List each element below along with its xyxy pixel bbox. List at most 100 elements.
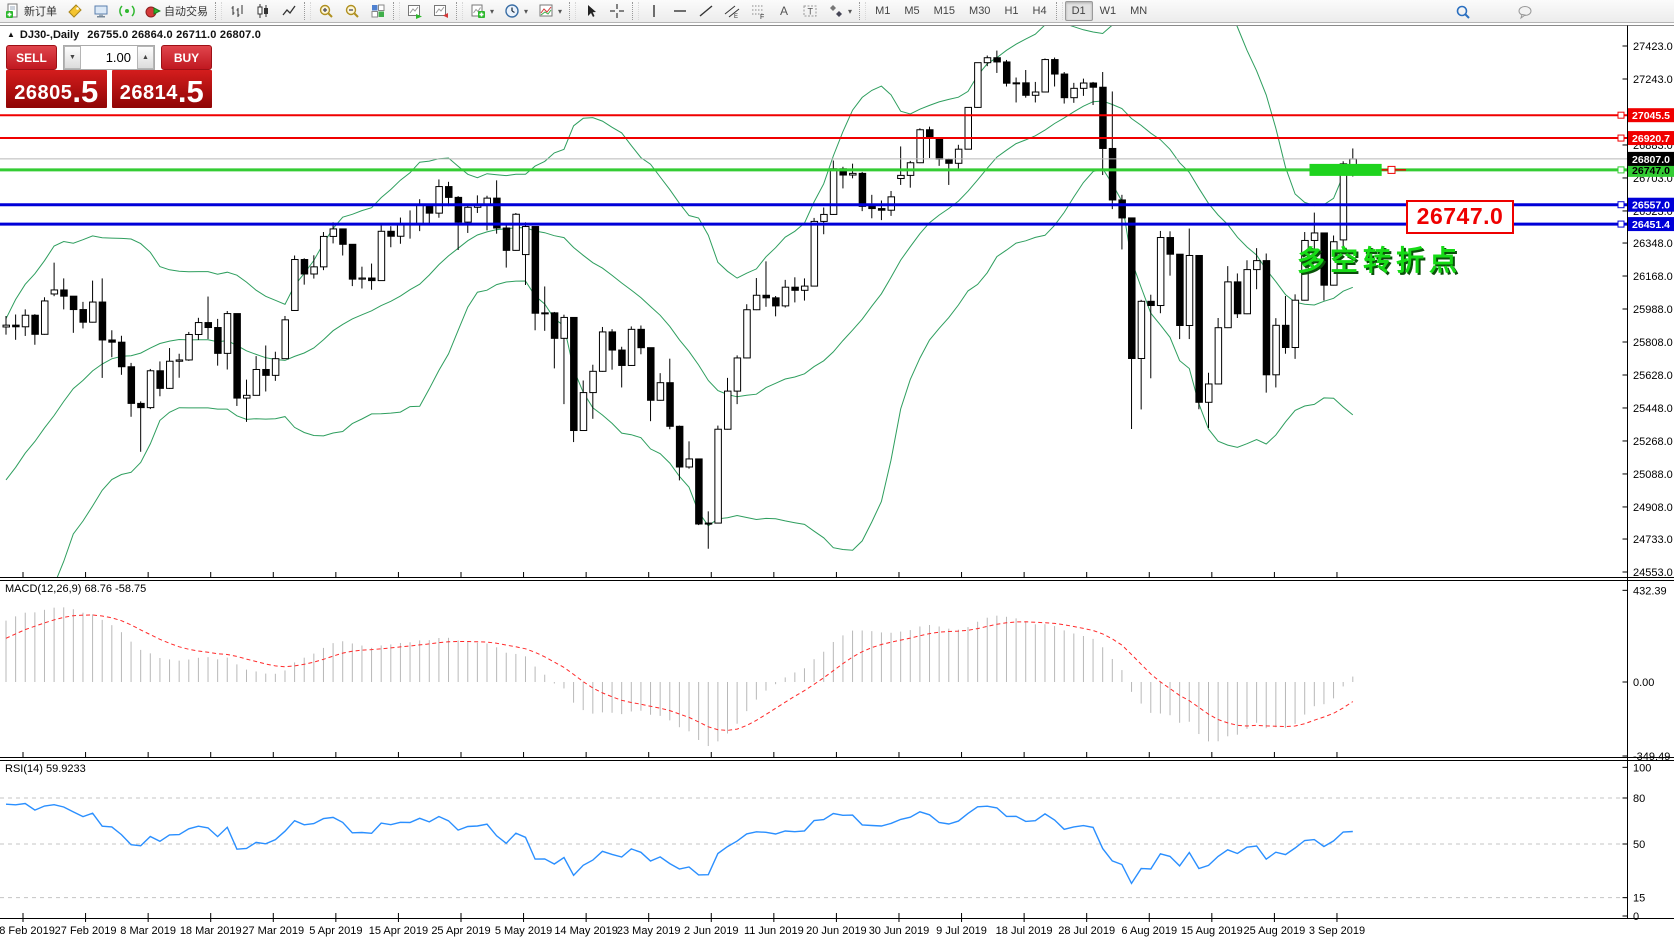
chart-shift-icon bbox=[433, 3, 449, 19]
time-axis-label: 20 Jun 2019 bbox=[806, 925, 867, 937]
candle-body bbox=[416, 203, 424, 226]
candle-body bbox=[531, 226, 540, 314]
buy-button[interactable]: BUY bbox=[161, 45, 212, 70]
candle-body bbox=[1089, 82, 1098, 88]
candle-body bbox=[724, 390, 732, 430]
vline-button[interactable] bbox=[642, 0, 666, 22]
price-tick-label: 25808.0 bbox=[1633, 337, 1673, 349]
candle-body bbox=[493, 197, 501, 229]
candle-body bbox=[271, 358, 280, 376]
rsi-tick-label: 0 bbox=[1633, 911, 1639, 923]
periods-button[interactable]: ▾ bbox=[500, 0, 532, 22]
sell-button[interactable]: SELL bbox=[6, 45, 57, 70]
price-tick-label: 24553.0 bbox=[1633, 567, 1673, 579]
chart-shift-button[interactable] bbox=[429, 0, 453, 22]
timeframe-button-h1[interactable]: H1 bbox=[1004, 5, 1019, 17]
chart-window[interactable]: 27423.0 27243.0 26883.0 26703.0 26523.0 26348… bbox=[0, 23, 1674, 944]
market-watch-button[interactable] bbox=[63, 0, 87, 22]
shapes-button[interactable]: ▾ bbox=[824, 0, 856, 22]
collapse-triangle-icon[interactable]: ▲ bbox=[7, 30, 15, 39]
chevron-down-icon: ▾ bbox=[490, 6, 495, 16]
candle-body bbox=[1330, 241, 1338, 286]
svg-text:E: E bbox=[734, 14, 738, 19]
zoom-in-button[interactable] bbox=[314, 0, 338, 22]
candle-body bbox=[1070, 87, 1078, 99]
hline-button[interactable] bbox=[668, 0, 692, 22]
tile-windows-button[interactable] bbox=[366, 0, 390, 22]
label-button[interactable]: T bbox=[798, 0, 822, 22]
crosshair-button[interactable] bbox=[605, 0, 629, 22]
level-axis-marker bbox=[1617, 201, 1625, 209]
timeframe-button-m1[interactable]: M1 bbox=[875, 5, 891, 17]
zoom-out-icon bbox=[344, 3, 360, 19]
candle-body bbox=[127, 366, 136, 404]
cursor-button[interactable] bbox=[579, 0, 603, 22]
candle-body bbox=[310, 266, 318, 275]
text-button[interactable]: A bbox=[772, 0, 796, 22]
candle-body bbox=[1272, 324, 1280, 376]
candle-body bbox=[983, 57, 992, 64]
toolbar-separator bbox=[859, 2, 867, 20]
time-axis-label: 18 Jul 2019 bbox=[996, 925, 1053, 937]
trendline-button[interactable] bbox=[694, 0, 718, 22]
rsi-tick-label: 15 bbox=[1633, 893, 1645, 905]
volume-decrease-button[interactable]: ▼ bbox=[64, 46, 81, 69]
line-chart-button[interactable] bbox=[277, 0, 301, 22]
candle-body bbox=[1214, 327, 1223, 385]
search-button[interactable] bbox=[1451, 1, 1475, 23]
chart-canvas[interactable]: 27423.027243.026883.026703.026523.026348… bbox=[0, 23, 1674, 944]
candle-body bbox=[156, 370, 164, 389]
highlight-bar-object bbox=[1309, 163, 1382, 176]
candle-body bbox=[695, 458, 703, 525]
time-axis-label: 18 Mar 2019 bbox=[180, 925, 242, 937]
candle-body bbox=[1108, 147, 1117, 201]
price-callout-label[interactable]: 26747.0 bbox=[1406, 199, 1514, 234]
timeframe-button-m30[interactable]: M30 bbox=[969, 5, 991, 17]
timeframe-button-d1[interactable]: D1 bbox=[1064, 1, 1093, 21]
candle-body bbox=[1310, 232, 1319, 241]
new-chart-button[interactable]: ▾ bbox=[466, 0, 498, 22]
candle-body bbox=[954, 148, 963, 164]
buy-price-display[interactable]: 26814 .5 bbox=[111, 70, 212, 108]
timeframe-button-h4[interactable]: H4 bbox=[1032, 5, 1047, 17]
timeframe-button-m15[interactable]: M15 bbox=[933, 5, 956, 17]
channel-button[interactable]: E bbox=[720, 0, 744, 22]
candle-body bbox=[214, 327, 222, 354]
candle-body bbox=[79, 309, 87, 323]
timeframe-button-m5[interactable]: M5 bbox=[904, 5, 920, 17]
autotrading-button[interactable]: 自动交易 bbox=[141, 0, 212, 22]
zoom-out-button[interactable] bbox=[340, 0, 364, 22]
candle-body bbox=[1224, 281, 1232, 329]
candle-body bbox=[858, 172, 867, 207]
timeframe-button-mn[interactable]: MN bbox=[1130, 5, 1148, 17]
new-order-button[interactable]: 新订单 bbox=[1, 0, 61, 22]
one-click-trading-panel: SELL ▼ ▲ BUY 26805 .5 26814 .5 bbox=[6, 45, 212, 129]
candle-body bbox=[1147, 300, 1155, 307]
volume-input[interactable] bbox=[81, 50, 137, 65]
bar-chart-button[interactable] bbox=[225, 0, 249, 22]
level-axis-marker bbox=[1617, 220, 1625, 228]
candle-body bbox=[579, 392, 588, 432]
candle-body bbox=[300, 259, 309, 275]
fibonacci-button[interactable]: F bbox=[746, 0, 770, 22]
chat-icon bbox=[1517, 4, 1533, 20]
volume-increase-button[interactable]: ▲ bbox=[137, 46, 154, 69]
line-chart-icon bbox=[281, 3, 297, 19]
sell-price-display[interactable]: 26805 .5 bbox=[6, 70, 107, 108]
templates-button[interactable]: ▾ bbox=[534, 0, 566, 22]
symbol-period-label: DJ30-,Daily bbox=[19, 29, 80, 41]
rsi-indicator bbox=[0, 797, 1627, 899]
macd-tick-label: 432.39 bbox=[1633, 585, 1667, 597]
candle-body bbox=[339, 228, 347, 245]
timeframe-button-w1[interactable]: W1 bbox=[1099, 5, 1117, 17]
candlestick-button[interactable] bbox=[251, 0, 275, 22]
turning-point-annotation[interactable]: 多空转折点 bbox=[1297, 245, 1463, 276]
chat-button[interactable] bbox=[1513, 1, 1537, 23]
candle-body bbox=[589, 370, 597, 394]
rsi-line bbox=[5, 802, 1353, 885]
auto-scroll-button[interactable] bbox=[403, 0, 427, 22]
time-axis-label: 27 Mar 2019 bbox=[242, 925, 304, 937]
data-window-button[interactable] bbox=[89, 0, 113, 22]
candle-body bbox=[1339, 163, 1348, 241]
signals-button[interactable] bbox=[115, 0, 139, 22]
